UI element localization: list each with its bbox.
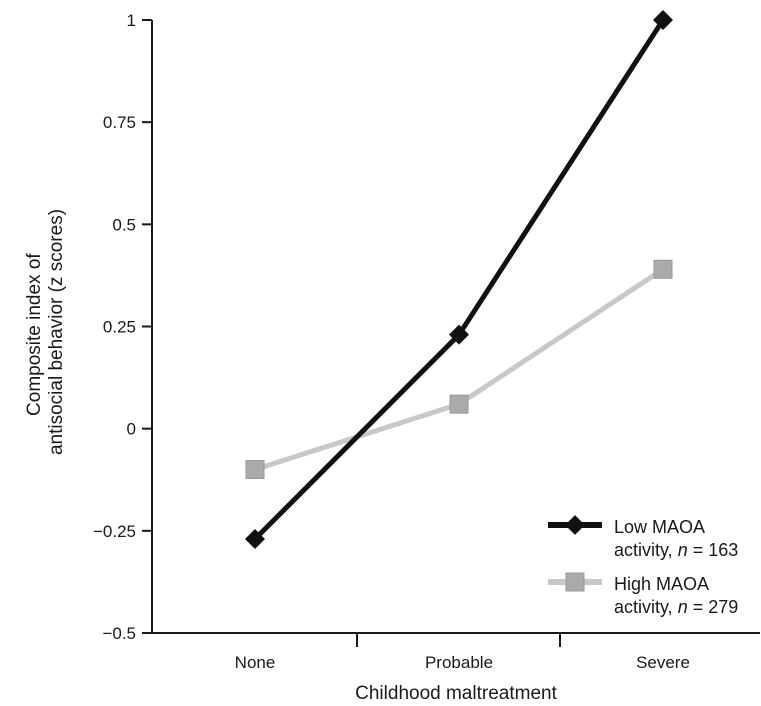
data-point (245, 529, 265, 550)
series-layer (245, 10, 673, 550)
y-tick-label: 1 (127, 11, 136, 30)
data-point (449, 324, 469, 345)
y-tick-label: 0.75 (103, 113, 136, 132)
legend: Low MAOA activity, n = 163 High MAOA act… (548, 515, 738, 617)
y-axis-title: Composite index of antisocial behavior (… (24, 209, 67, 455)
legend-label-low-maoa-prefix: activity, (614, 540, 678, 560)
y-tick-label: 0.25 (103, 318, 136, 337)
legend-label-high-maoa-n: n (678, 597, 688, 617)
legend-label-high-maoa-count: = 279 (688, 597, 739, 617)
x-tick-label: None (235, 653, 276, 672)
x-ticks: None Probable Severe (235, 633, 690, 672)
legend-label-high-maoa-prefix: activity, (614, 597, 678, 617)
legend-marker-low-maoa (565, 515, 585, 535)
x-tick-label: Severe (636, 653, 690, 672)
legend-item-high-maoa: High MAOA activity, n = 279 (548, 572, 738, 617)
y-ticks: −0.5 −0.25 0 0.25 0.5 0.75 1 (93, 11, 152, 643)
legend-label-low-maoa-line-1: Low MAOA (614, 517, 705, 537)
series-low-maoa (245, 10, 673, 550)
x-axis-title: Childhood maltreatment (355, 683, 557, 704)
series-line (254, 267, 665, 472)
legend-label-high-maoa-line-1: High MAOA (614, 574, 709, 594)
data-point (653, 10, 673, 30)
data-point (245, 460, 265, 480)
x-tick-label: Probable (425, 653, 493, 672)
series-high-maoa (245, 259, 673, 480)
y-tick-label: 0.5 (112, 215, 136, 234)
y-tick-label: −0.5 (102, 624, 136, 643)
data-point (449, 394, 469, 414)
series-line (253, 18, 666, 541)
legend-item-low-maoa: Low MAOA activity, n = 163 (548, 515, 738, 560)
legend-label-high-maoa-line-2: activity, n = 279 (614, 597, 738, 617)
y-axis-title-line-2: antisocial behavior (z scores) (46, 209, 67, 455)
y-axis-title-line-1: Composite index of (24, 253, 45, 416)
legend-label-low-maoa-n: n (678, 540, 688, 560)
axes: −0.5 −0.25 0 0.25 0.5 0.75 1 None Probable Sever… (93, 11, 760, 672)
legend-label-low-maoa-count: = 163 (688, 540, 739, 560)
legend-label-low-maoa-line-2: activity, n = 163 (614, 540, 738, 560)
y-tick-label: 0 (127, 420, 136, 439)
y-tick-label: −0.25 (93, 522, 136, 541)
data-point (653, 259, 673, 279)
legend-marker-high-maoa (565, 572, 585, 592)
